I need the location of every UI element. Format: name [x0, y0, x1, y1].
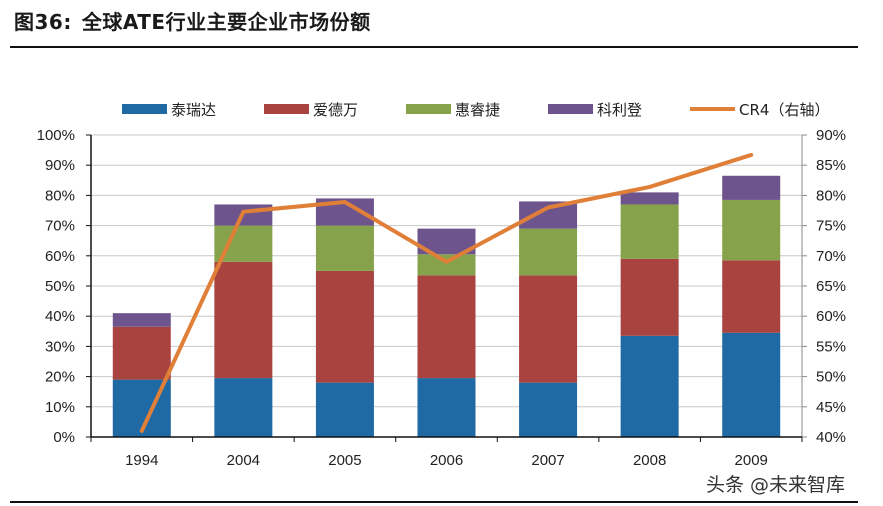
bar-advantest-2009: [722, 260, 781, 333]
bar-advantest-2004: [214, 261, 273, 379]
left-tick-label: 70%: [45, 218, 75, 235]
right-tick-label: 40%: [816, 429, 846, 446]
bar-teradyne-2007: [519, 382, 578, 437]
left-axis-ticks: 0% 10% 20% 30% 40% 50% 60% 70% 80% 90% 100%: [37, 127, 91, 446]
bar-teradyne-2004: [214, 378, 273, 437]
bar-advantest-2007: [519, 275, 578, 383]
left-tick-label: 30%: [45, 338, 75, 355]
figure-title: 图36: 全球ATE行业主要企业市场份额: [14, 6, 371, 35]
right-tick-label: 80%: [816, 187, 846, 204]
watermark: 头条 @未来智库: [706, 474, 846, 496]
left-tick-label: 40%: [45, 308, 75, 325]
right-tick-label: 50%: [816, 369, 846, 386]
bar-teradyne-2005: [315, 382, 374, 437]
bottom-rule: [10, 501, 858, 503]
bar-credence-1994: [112, 313, 171, 327]
right-tick-label: 55%: [816, 338, 846, 355]
bar-teradyne-2006: [417, 378, 476, 437]
right-tick-label: 60%: [816, 308, 846, 325]
right-tick-label: 45%: [816, 399, 846, 416]
right-tick-label: 75%: [816, 218, 846, 235]
x-tick-label: 2005: [328, 452, 361, 469]
legend-label: CR4（右轴）: [739, 101, 829, 119]
left-tick-label: 80%: [45, 187, 75, 204]
bar-advantest-1994: [112, 326, 171, 380]
left-tick-label: 10%: [45, 399, 75, 416]
bar-verigy-2008: [620, 204, 679, 259]
left-tick-label: 60%: [45, 248, 75, 265]
left-tick-label: 0%: [53, 429, 75, 446]
x-tick-label: 2007: [531, 452, 564, 469]
legend-swatch-teradyne: [122, 104, 167, 114]
bar-verigy-2007: [519, 228, 578, 276]
legend-label: 泰瑞达: [171, 101, 216, 119]
right-tick-label: 70%: [816, 248, 846, 265]
right-tick-label: 65%: [816, 278, 846, 295]
legend-swatch-verigy: [406, 104, 451, 114]
left-tick-label: 100%: [37, 127, 75, 144]
bar-verigy-2009: [722, 199, 781, 261]
right-tick-label: 90%: [816, 127, 846, 144]
left-tick-label: 20%: [45, 369, 75, 386]
bar-advantest-2005: [315, 270, 374, 383]
right-axis-ticks: 40% 45% 50% 55% 60% 65% 70% 75% 80% 85% 90%: [802, 127, 846, 446]
bars: [112, 175, 781, 437]
bar-teradyne-2008: [620, 335, 679, 437]
left-tick-label: 50%: [45, 278, 75, 295]
figure-title-text: 全球ATE行业主要企业市场份额: [81, 10, 371, 34]
bar-verigy-2006: [417, 254, 476, 276]
x-tick-label: 2008: [633, 452, 666, 469]
legend-swatch-advantest: [264, 104, 309, 114]
x-tick-label: 2006: [430, 452, 463, 469]
left-tick-label: 90%: [45, 157, 75, 174]
x-tick-label: 1994: [125, 452, 158, 469]
bar-teradyne-2009: [722, 332, 781, 437]
top-rule: [10, 46, 858, 48]
cr4-line-group: [139, 152, 754, 433]
figure-label: 图36:: [14, 10, 72, 34]
bar-credence-2009: [722, 175, 781, 200]
bar-advantest-2006: [417, 275, 476, 379]
legend-label: 科利登: [597, 101, 642, 119]
legend-label: 惠睿捷: [455, 101, 500, 119]
legend-label: 爱德万: [313, 101, 358, 119]
legend-swatch-credence: [548, 104, 593, 114]
bar-advantest-2008: [620, 258, 679, 336]
legend: 泰瑞达 爱德万 惠睿捷 科利登 CR4（右轴）: [122, 101, 829, 119]
x-axis-ticks: 1994 2004 2005 2006 2007 2008 2009: [125, 452, 768, 469]
right-tick-label: 85%: [816, 157, 846, 174]
bar-verigy-2005: [315, 225, 374, 271]
bar-credence-2008: [620, 192, 679, 205]
x-tick-label: 2004: [227, 452, 260, 469]
x-tick-label: 2009: [735, 452, 768, 469]
